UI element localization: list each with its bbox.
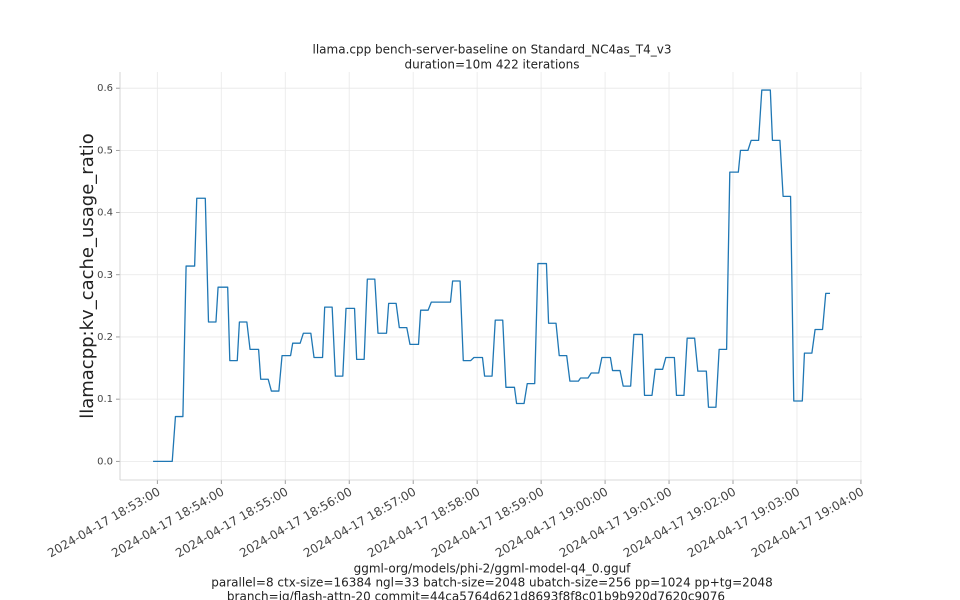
- x-tick-label: 2024-04-17 18:56:00: [237, 485, 354, 561]
- x-tick-label: 2024-04-17 18:53:00: [45, 485, 162, 561]
- data-line: [153, 89, 831, 462]
- y-tick-label: 0.4: [97, 208, 113, 219]
- y-tick-label: 0.2: [97, 332, 113, 343]
- footer-line: parallel=8 ctx-size=16384 ngl=33 batch-s…: [211, 576, 772, 590]
- y-tick-label: 0.0: [97, 456, 113, 467]
- x-tick-label: 2024-04-17 19:03:00: [685, 485, 802, 561]
- footer-line: ggml-org/models/phi-2/ggml-model-q4_0.gg…: [354, 562, 632, 576]
- x-tick-label: 2024-04-17 18:55:00: [173, 485, 290, 561]
- y-tick-label: 0.1: [97, 394, 113, 405]
- y-axis-label: llamacpp:kv_cache_usage_ratio: [77, 133, 98, 419]
- chart-subtitle: duration=10m 422 iterations: [405, 58, 580, 72]
- chart-title: llama.cpp bench-server-baseline on Stand…: [313, 43, 672, 57]
- x-tick-label: 2024-04-17 19:01:00: [557, 485, 674, 561]
- y-tick-label: 0.3: [97, 270, 113, 281]
- x-tick-label: 2024-04-17 19:02:00: [621, 485, 738, 561]
- x-tick-label: 2024-04-17 18:59:00: [429, 485, 546, 561]
- y-tick-label: 0.5: [97, 145, 113, 156]
- x-tick-label: 2024-04-17 18:58:00: [365, 485, 482, 561]
- footer-line: branch=jg/flash-attn-20 commit=44ca5764d…: [227, 590, 725, 600]
- x-tick-label: 2024-04-17 18:54:00: [109, 485, 226, 561]
- y-tick-label: 0.6: [97, 83, 113, 94]
- x-tick-label: 2024-04-17 19:04:00: [749, 485, 866, 561]
- x-tick-label: 2024-04-17 18:57:00: [301, 485, 418, 561]
- x-tick-label: 2024-04-17 19:00:00: [493, 485, 610, 561]
